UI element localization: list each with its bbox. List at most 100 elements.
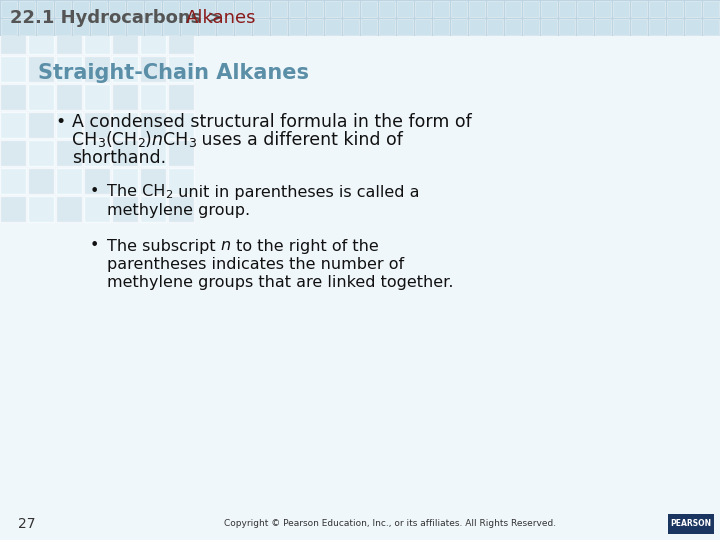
Bar bbox=[0, 196, 26, 222]
Bar bbox=[487, 1, 503, 17]
Text: Copyright © Pearson Education, Inc., or its affiliates. All Rights Reserved.: Copyright © Pearson Education, Inc., or … bbox=[224, 519, 556, 529]
Bar bbox=[145, 19, 161, 35]
Bar bbox=[112, 168, 138, 194]
Bar bbox=[307, 1, 323, 17]
Bar bbox=[127, 19, 143, 35]
Bar bbox=[37, 1, 53, 17]
Text: uses a different kind of: uses a different kind of bbox=[196, 131, 402, 149]
Text: shorthand.: shorthand. bbox=[72, 149, 166, 167]
Bar bbox=[595, 19, 611, 35]
Text: n: n bbox=[152, 131, 163, 149]
Bar bbox=[109, 1, 125, 17]
Bar bbox=[181, 19, 197, 35]
Bar bbox=[0, 0, 26, 26]
Bar bbox=[487, 19, 503, 35]
Text: CH: CH bbox=[72, 131, 97, 149]
Bar bbox=[577, 1, 593, 17]
Bar bbox=[343, 19, 359, 35]
Text: The CH: The CH bbox=[107, 185, 166, 199]
Bar bbox=[140, 56, 166, 82]
Bar bbox=[199, 19, 215, 35]
Bar bbox=[0, 56, 26, 82]
Bar bbox=[84, 84, 110, 110]
Bar bbox=[235, 1, 251, 17]
Bar bbox=[289, 1, 305, 17]
Bar bbox=[0, 168, 26, 194]
Bar bbox=[112, 196, 138, 222]
Bar bbox=[667, 19, 683, 35]
Bar bbox=[168, 196, 194, 222]
Text: methylene groups that are linked together.: methylene groups that are linked togethe… bbox=[107, 274, 454, 289]
Bar bbox=[271, 19, 287, 35]
Bar bbox=[163, 19, 179, 35]
Bar bbox=[559, 1, 575, 17]
Text: 2: 2 bbox=[137, 137, 145, 150]
Text: A condensed structural formula in the form of: A condensed structural formula in the fo… bbox=[72, 113, 472, 131]
Bar bbox=[668, 514, 714, 534]
Bar bbox=[397, 1, 413, 17]
Text: 27: 27 bbox=[18, 517, 35, 531]
Bar bbox=[109, 19, 125, 35]
Text: unit in parentheses is called a: unit in parentheses is called a bbox=[173, 185, 419, 199]
Bar bbox=[91, 1, 107, 17]
Bar bbox=[361, 19, 377, 35]
Text: n: n bbox=[221, 239, 231, 253]
Bar bbox=[140, 140, 166, 166]
Bar bbox=[289, 19, 305, 35]
Bar bbox=[667, 1, 683, 17]
Bar bbox=[469, 19, 485, 35]
Bar bbox=[253, 19, 269, 35]
Bar bbox=[168, 112, 194, 138]
Text: 2: 2 bbox=[166, 191, 173, 200]
Bar bbox=[433, 1, 449, 17]
Bar bbox=[163, 1, 179, 17]
Bar bbox=[1, 19, 17, 35]
Bar bbox=[84, 28, 110, 54]
Bar bbox=[84, 168, 110, 194]
Bar bbox=[28, 196, 54, 222]
Bar bbox=[112, 140, 138, 166]
Bar bbox=[0, 112, 26, 138]
Bar bbox=[415, 1, 431, 17]
Bar bbox=[112, 56, 138, 82]
Bar bbox=[28, 56, 54, 82]
Text: PEARSON: PEARSON bbox=[670, 519, 711, 529]
Bar bbox=[0, 28, 26, 54]
Text: CH: CH bbox=[163, 131, 188, 149]
Bar bbox=[0, 0, 720, 36]
Bar bbox=[140, 196, 166, 222]
Text: methylene group.: methylene group. bbox=[107, 202, 250, 218]
Bar bbox=[217, 1, 233, 17]
Bar bbox=[433, 19, 449, 35]
Bar bbox=[140, 168, 166, 194]
Bar bbox=[469, 1, 485, 17]
Bar bbox=[703, 19, 719, 35]
Text: (CH: (CH bbox=[105, 131, 137, 149]
Bar bbox=[325, 1, 341, 17]
Bar bbox=[19, 1, 35, 17]
Bar bbox=[84, 140, 110, 166]
Bar bbox=[28, 112, 54, 138]
Text: ): ) bbox=[145, 131, 152, 149]
Bar bbox=[28, 140, 54, 166]
Bar bbox=[56, 140, 82, 166]
Bar bbox=[56, 0, 82, 26]
Bar bbox=[140, 28, 166, 54]
Bar bbox=[0, 84, 26, 110]
Bar bbox=[127, 1, 143, 17]
Text: 3: 3 bbox=[188, 137, 196, 150]
Bar bbox=[595, 1, 611, 17]
Bar bbox=[505, 19, 521, 35]
Bar bbox=[168, 56, 194, 82]
Bar bbox=[559, 19, 575, 35]
Bar bbox=[613, 19, 629, 35]
Bar bbox=[325, 19, 341, 35]
Bar bbox=[1, 1, 17, 17]
Bar bbox=[56, 168, 82, 194]
Text: •: • bbox=[90, 185, 99, 199]
Bar bbox=[19, 19, 35, 35]
Bar bbox=[56, 84, 82, 110]
Bar bbox=[145, 1, 161, 17]
Bar bbox=[631, 19, 647, 35]
Bar bbox=[84, 196, 110, 222]
